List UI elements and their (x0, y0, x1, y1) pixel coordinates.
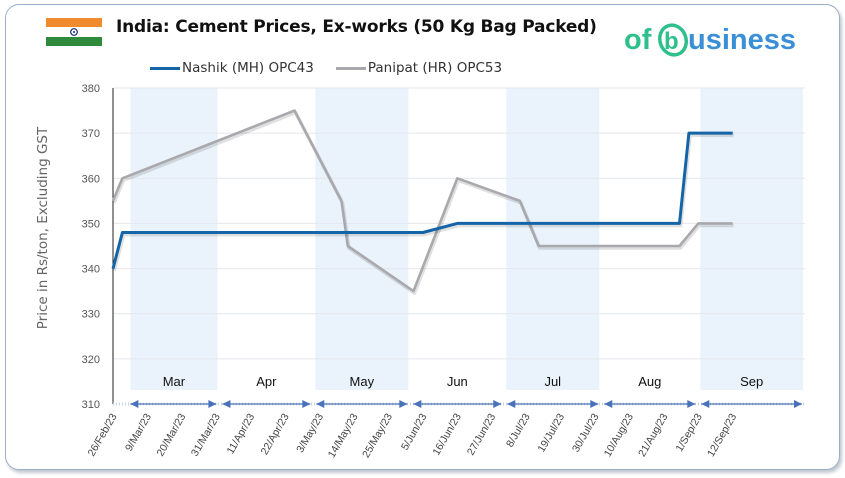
x-tick-label: 31/Mar/23 (189, 411, 223, 458)
y-tick-label: 310 (82, 399, 100, 411)
month-label-aug: Aug (638, 374, 661, 389)
x-axis-ticks: 26/Feb/23 9/Mar/23 20/Mar/23 31/Mar/23 11/Ap… (86, 411, 740, 460)
month-label-mar: Mar (163, 374, 186, 389)
y-tick-label: 340 (82, 264, 100, 276)
month-label-jul: Jul (544, 374, 561, 389)
ofbusiness-logo: of b usiness (624, 23, 796, 57)
x-tick-label: 20/Mar/23 (154, 411, 188, 458)
month-band-sep (700, 88, 803, 390)
x-tick-label: 9/Mar/23 (123, 411, 154, 453)
x-tick-label: 16/Jun/23 (430, 411, 464, 457)
x-tick-label: 12/Sep/23 (705, 411, 739, 459)
x-tick-label: 25/May/23 (360, 411, 395, 460)
x-tick-label: 26/Feb/23 (86, 411, 120, 458)
month-axis-arrows (113, 400, 805, 408)
legend-label-panipat: Panipat (HR) OPC53 (367, 60, 503, 76)
month-label-sep: Sep (740, 374, 763, 389)
month-band-mar (130, 88, 218, 390)
india-flag-icon (46, 18, 102, 46)
x-tick-label: 10/Aug/23 (602, 411, 636, 459)
x-tick-label: 5/Jun/23 (399, 411, 430, 452)
x-tick-label: 22/Apr/23 (259, 411, 292, 457)
x-tick-label: 19/Jul/23 (535, 411, 567, 454)
y-tick-label: 360 (82, 173, 100, 185)
y-tick-label: 370 (82, 128, 100, 140)
data-lines (111, 109, 734, 295)
y-tick-label: 350 (82, 218, 100, 230)
logo-usiness: usiness (688, 24, 796, 56)
x-tick-label: 14/May/23 (326, 411, 361, 460)
legend-swatch-nashik (150, 66, 180, 70)
y-axis-ticks: 310 320 330 340 350 360 370 380 (82, 83, 100, 411)
x-tick-label: 27/Jun/23 (465, 411, 499, 457)
month-band-jul (506, 88, 600, 390)
legend-swatch-panipat (335, 66, 366, 70)
x-tick-label: 3/May/23 (294, 411, 326, 455)
month-label-may: May (350, 374, 375, 389)
gridlines (113, 87, 805, 360)
month-label-jun: Jun (447, 374, 468, 389)
logo-b: b (664, 28, 679, 55)
x-tick-label: 8/Jul/23 (504, 411, 533, 449)
month-bands: Mar Apr May Jun Jul Aug Sep (130, 88, 803, 390)
y-tick-label: 320 (82, 354, 100, 366)
legend-item-panipat[interactable]: Panipat (HR) OPC53 (335, 60, 503, 76)
chart-title: India: Cement Prices, Ex-works (50 Kg Ba… (116, 17, 597, 37)
x-tick-label: 11/Apr/23 (225, 411, 258, 456)
legend-item-nashik[interactable]: Nashik (MH) OPC43 (150, 60, 314, 76)
month-label-apr: Apr (256, 374, 277, 389)
x-tick-label: 1/Sep/23 (673, 411, 704, 454)
legend-label-nashik: Nashik (MH) OPC43 (182, 60, 314, 76)
month-band-may (315, 88, 409, 390)
series-line-nashik (111, 131, 733, 269)
logo-of: of (624, 24, 652, 56)
y-tick-label: 330 (82, 309, 100, 321)
series-line-panipat (111, 109, 733, 293)
x-tick-label: 21/Aug/23 (636, 411, 670, 459)
chart-legend: Nashik (MH) OPC43 Panipat (HR) OPC53 (150, 60, 502, 76)
x-tick-label: 30/Jul/23 (570, 411, 602, 454)
y-tick-label: 380 (82, 83, 100, 95)
